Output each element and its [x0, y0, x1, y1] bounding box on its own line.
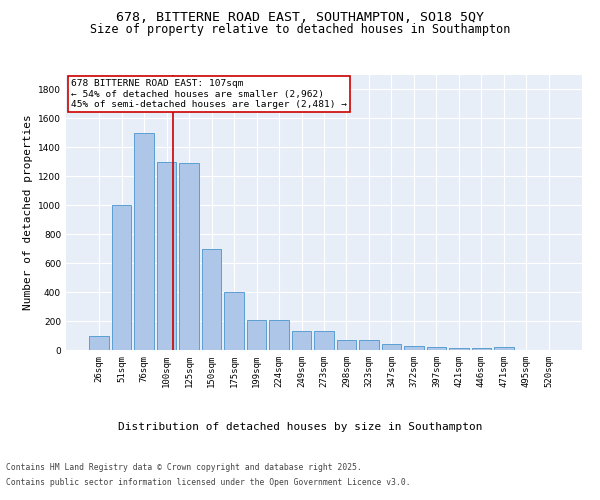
Bar: [494, 347, 514, 350]
Bar: [359, 340, 379, 350]
Bar: [269, 320, 289, 350]
Bar: [337, 340, 356, 350]
Y-axis label: Number of detached properties: Number of detached properties: [23, 114, 32, 310]
Bar: [404, 346, 424, 350]
Text: Contains HM Land Registry data © Crown copyright and database right 2025.: Contains HM Land Registry data © Crown c…: [6, 463, 362, 472]
Bar: [134, 133, 154, 350]
Text: Distribution of detached houses by size in Southampton: Distribution of detached houses by size …: [118, 422, 482, 432]
Bar: [202, 248, 221, 350]
Text: Contains public sector information licensed under the Open Government Licence v3: Contains public sector information licen…: [6, 478, 410, 487]
Bar: [89, 336, 109, 350]
Bar: [427, 347, 446, 350]
Bar: [449, 348, 469, 350]
Text: 678 BITTERNE ROAD EAST: 107sqm
← 54% of detached houses are smaller (2,962)
45% : 678 BITTERNE ROAD EAST: 107sqm ← 54% of …: [71, 79, 347, 109]
Text: Size of property relative to detached houses in Southampton: Size of property relative to detached ho…: [90, 22, 510, 36]
Bar: [382, 344, 401, 350]
Bar: [472, 348, 491, 350]
Text: 678, BITTERNE ROAD EAST, SOUTHAMPTON, SO18 5QY: 678, BITTERNE ROAD EAST, SOUTHAMPTON, SO…: [116, 11, 484, 24]
Bar: [314, 331, 334, 350]
Bar: [224, 292, 244, 350]
Bar: [247, 320, 266, 350]
Bar: [292, 331, 311, 350]
Bar: [112, 206, 131, 350]
Bar: [157, 162, 176, 350]
Bar: [179, 164, 199, 350]
